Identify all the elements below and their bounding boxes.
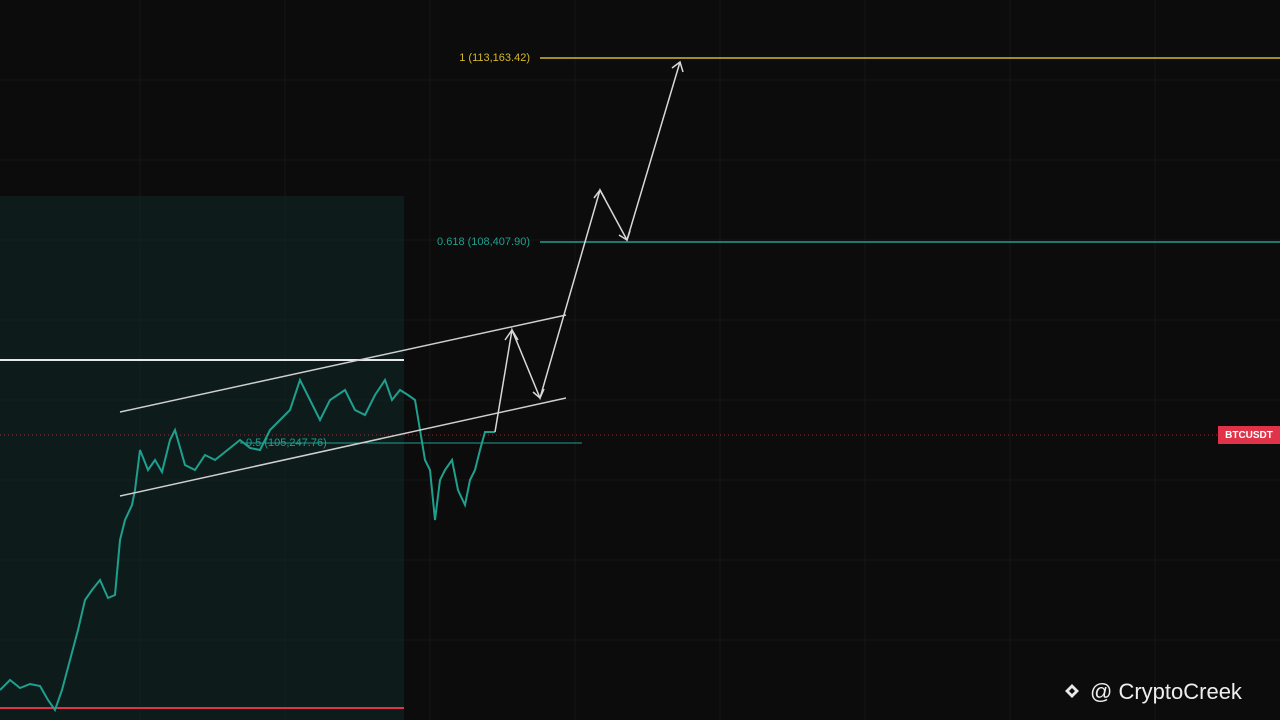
fib-label: 0.618 (108,407.90) xyxy=(437,236,530,248)
channel xyxy=(119,314,567,497)
symbol-tag-bg xyxy=(1218,426,1280,444)
symbol-tag: BTCUSDT xyxy=(1225,430,1273,441)
logo xyxy=(1065,684,1079,698)
fib-label: 0.5 (105,247.76) xyxy=(246,437,327,449)
price-path xyxy=(0,377,495,713)
fib-label: 1 (113,163.42) xyxy=(459,52,530,64)
watermark: @ CryptoCreek xyxy=(1090,679,1243,704)
projection-arrows xyxy=(494,60,684,433)
